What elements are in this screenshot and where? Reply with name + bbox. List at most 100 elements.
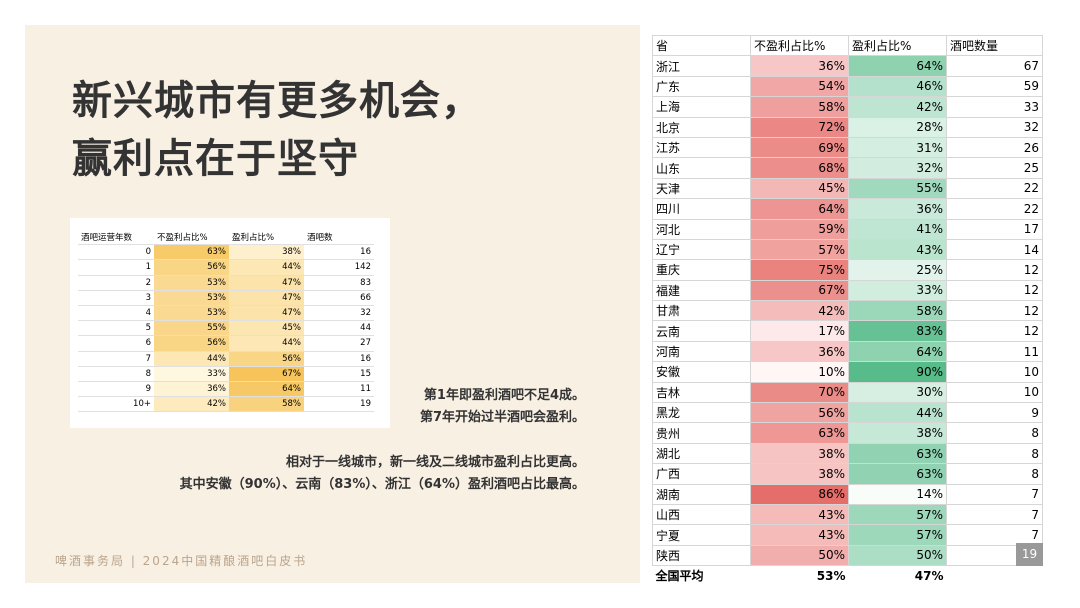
data-row-cell: 湖南: [652, 483, 751, 505]
data-row-cell: 75%: [750, 259, 849, 281]
data-row-cell: 44%: [154, 351, 229, 367]
data-row-cell: 57%: [848, 503, 947, 526]
data-row-cell: 14: [946, 238, 1043, 261]
table-years: 酒吧运营年数 不盈利占比% 盈利占比% 酒吧数 0 63% 38% 16 1 56% 44% 142 2…: [78, 230, 374, 413]
data-row-cell: 陕西: [652, 544, 751, 567]
data-row-cell: 38%: [848, 422, 947, 444]
total-row: 全国平均 53% 47%: [653, 566, 1043, 586]
header-row: 酒吧运营年数 不盈利占比% 盈利占比% 酒吧数: [78, 230, 374, 246]
data-row-cell: 83%: [848, 320, 947, 342]
data-row-cell: 53%: [154, 275, 229, 291]
data-row-cell: 宁夏: [652, 524, 751, 546]
data-row-cell: 上海: [652, 96, 751, 118]
data-row-cell: 7: [946, 483, 1043, 505]
data-row-cell: 8: [946, 442, 1043, 465]
data-row-cell: 43%: [848, 238, 947, 261]
data-row-cell: 36%: [750, 340, 849, 363]
data-row: 天津 45% 55% 22: [652, 177, 1043, 200]
data-row-cell: 58%: [750, 96, 849, 118]
data-row-cell: 68%: [750, 157, 849, 179]
data-row-cell: 北京: [652, 116, 751, 138]
data-row-cell: 14%: [848, 483, 947, 505]
data-row-cell: 44%: [229, 335, 304, 352]
header-row-cell: 不盈利占比%: [750, 34, 849, 57]
data-row-cell: 甘肃: [652, 300, 751, 322]
data-row-cell: 贵州: [652, 422, 751, 444]
data-row-cell: 63%: [750, 422, 849, 444]
data-row: 甘肃 42% 58% 12: [652, 300, 1043, 322]
data-row-cell: 46%: [848, 75, 947, 98]
data-row-cell: 1: [78, 259, 154, 276]
title-line: 新兴城市有更多机会，: [72, 78, 482, 124]
data-row: 0 63% 38% 16: [78, 244, 374, 261]
data-row: 4 53% 47% 32: [78, 305, 374, 322]
header-row: 省不盈利占比% 盈利占比% 酒吧数量: [652, 34, 1043, 57]
note: 其中安徽（90%）、云南（83%）、浙江（64%）盈利酒吧占比最高。: [179, 477, 585, 492]
data-row-cell: 19: [304, 396, 374, 413]
data-row-cell: 3: [78, 290, 154, 306]
data-row: 辽宁 57% 43% 14: [652, 238, 1043, 261]
data-row: 浙江 36% 64% 67: [652, 55, 1043, 77]
data-row-cell: 43%: [750, 503, 849, 526]
data-row: 8 33% 67% 15: [78, 366, 374, 382]
data-row: 吉林 70% 30% 10: [652, 381, 1043, 404]
data-row-cell: 15: [304, 366, 374, 382]
data-row-cell: 33%: [848, 279, 947, 302]
data-row: 3 53% 47% 66: [78, 290, 374, 306]
data-row-cell: 64%: [229, 381, 304, 398]
table-years-card: 酒吧运营年数 不盈利占比% 盈利占比% 酒吧数 0 63% 38% 16 1 56% 44% 142 2…: [70, 218, 390, 428]
data-row-cell: 安徽: [652, 361, 751, 383]
header-row-cell: 省: [652, 34, 751, 57]
data-row-cell: 7: [78, 351, 154, 367]
data-row-cell: 28%: [848, 116, 947, 138]
header-row-cell: 盈利占比%: [229, 230, 304, 246]
data-row-cell: 43%: [750, 524, 849, 546]
page-number: 19: [1016, 543, 1043, 566]
data-row-cell: 12: [946, 279, 1043, 302]
data-row-cell: 66: [304, 290, 374, 306]
total-row-cell: 全国平均: [655, 569, 704, 584]
data-row-cell: 45%: [750, 177, 849, 200]
total-row-cell: 47%: [914, 568, 944, 583]
data-row-cell: 8: [946, 422, 1043, 444]
data-row-cell: 38%: [750, 442, 849, 465]
data-row-cell: 44%: [848, 402, 947, 424]
total-row-cell: 53%: [816, 568, 846, 583]
data-row-cell: 6: [78, 335, 154, 352]
data-row-cell: 广西: [652, 463, 751, 485]
data-row-cell: 江苏: [652, 136, 751, 159]
data-row-cell: 32%: [848, 157, 947, 179]
data-row: 10+ 42% 58% 19: [78, 396, 374, 413]
data-row: 山东 68% 32% 25: [652, 157, 1043, 179]
data-row-cell: 38%: [750, 463, 849, 485]
data-row-cell: 4: [78, 305, 154, 322]
data-row-cell: 10: [946, 381, 1043, 404]
data-row-cell: 64%: [848, 55, 947, 77]
data-row-cell: 44: [304, 320, 374, 337]
data-row-cell: 山西: [652, 503, 751, 526]
header-row-cell: 酒吧数量: [946, 34, 1043, 57]
data-row-cell: 41%: [848, 218, 947, 240]
data-row-cell: 56%: [229, 351, 304, 367]
data-row-cell: 59%: [750, 218, 849, 240]
data-row-cell: 22: [946, 177, 1043, 200]
data-row: 湖南 86% 14% 7: [652, 483, 1043, 505]
data-row-cell: 63%: [848, 442, 947, 465]
data-row-cell: 云南: [652, 320, 751, 342]
data-row-cell: 45%: [229, 320, 304, 337]
data-row-cell: 69%: [750, 136, 849, 159]
data-row-cell: 56%: [750, 402, 849, 424]
table-provinces: 省不盈利占比% 盈利占比% 酒吧数量 浙江 36% 64% 67 广东 54% 46% 59 上海 58…: [652, 34, 1043, 586]
data-row-cell: 47%: [229, 305, 304, 322]
data-row: 四川 64% 36% 22: [652, 198, 1043, 220]
data-row: 河南 36% 64% 11: [652, 340, 1043, 363]
data-row-cell: 17%: [750, 320, 849, 342]
data-row-cell: 30%: [848, 381, 947, 404]
data-row-cell: 16: [304, 351, 374, 367]
data-row: 福建 67% 33% 12: [652, 279, 1043, 302]
data-row-cell: 55%: [848, 177, 947, 200]
data-row-cell: 59: [946, 75, 1043, 98]
data-row: 广东 54% 46% 59: [652, 75, 1043, 98]
data-row-cell: 重庆: [652, 259, 751, 281]
